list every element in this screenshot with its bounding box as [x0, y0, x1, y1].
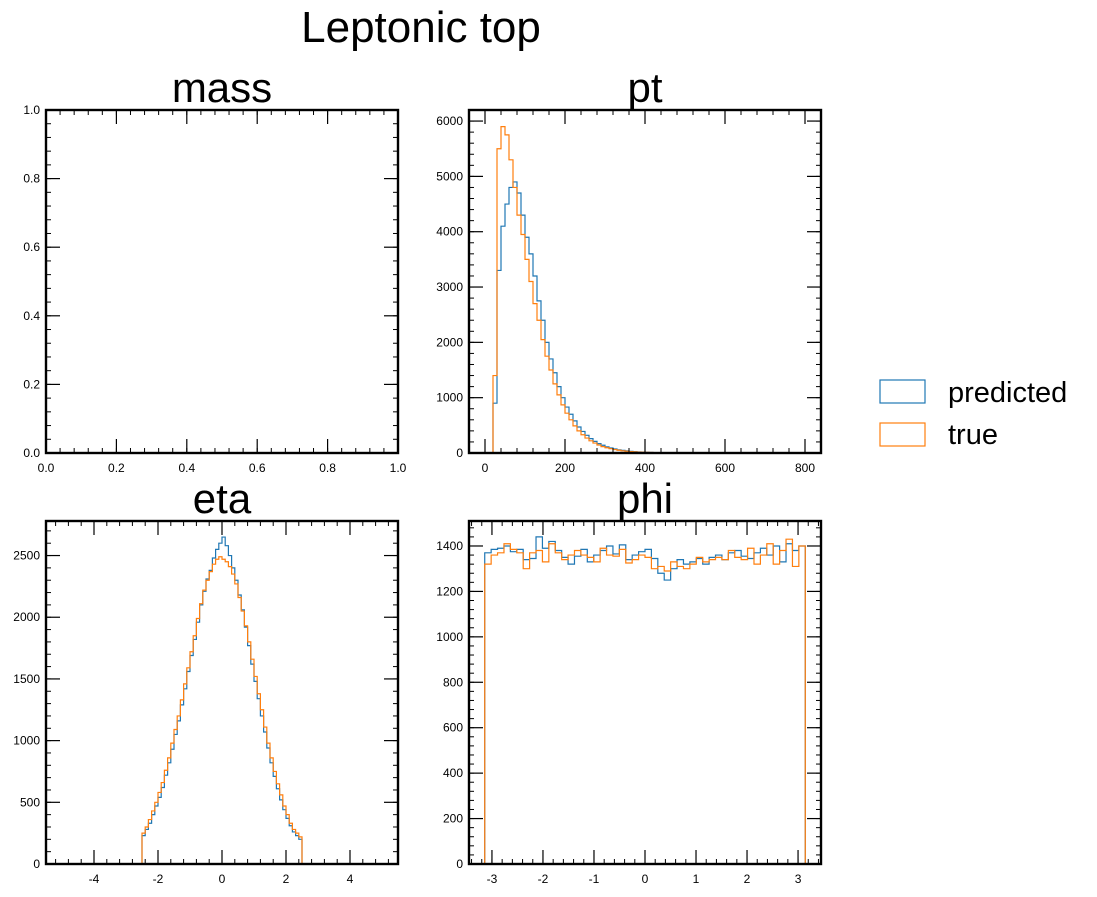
y-tick-label: 2000 — [13, 610, 40, 624]
y-tick-label: 1000 — [13, 734, 40, 748]
y-tick-label: 800 — [443, 675, 463, 689]
x-tick-label: 1 — [693, 872, 700, 886]
y-tick-label: 3000 — [436, 280, 463, 294]
y-tick-label: 600 — [443, 721, 463, 735]
x-tick-label: 0.6 — [249, 461, 266, 475]
y-tick-label: 2000 — [436, 335, 463, 349]
y-tick-label: 0.6 — [23, 240, 40, 254]
panel-axes: 0.0 0.2 0.4 0.6 0.8 1.0 0.0 0.2 0.4 0.6 0.8 1.0 — [23, 103, 406, 475]
x-tick-label: 0.0 — [38, 461, 55, 475]
x-tick-label: 0 — [642, 872, 649, 886]
legend-swatch-true — [879, 422, 926, 447]
y-tick-label: 6000 — [436, 114, 463, 128]
y-tick-label: 200 — [443, 812, 463, 826]
panel-axes: -4 -2 0 2 4 0 500 1000 1500 2000 2500 — [13, 519, 400, 886]
x-tick-label: 200 — [555, 461, 575, 475]
axes-frame — [44, 108, 400, 455]
histogram-series-predicted — [141, 536, 303, 864]
y-tick-label: 1000 — [436, 630, 463, 644]
axes-frame — [44, 519, 400, 866]
histogram-series-true — [484, 538, 806, 864]
x-tick-label: 2 — [744, 872, 751, 886]
x-tick-label: -2 — [153, 872, 164, 886]
y-tick-label: 1000 — [436, 391, 463, 405]
y-tick-label: 0.0 — [23, 446, 40, 460]
legend-label-predicted: predicted — [948, 377, 1067, 409]
axes-frame — [467, 519, 823, 866]
y-tick-label: 0.4 — [23, 309, 40, 323]
x-tick-label: -2 — [538, 872, 549, 886]
x-tick-label: 0 — [219, 872, 226, 886]
panel-phi: phi -3 -2 -1 0 1 2 3 0 200 400 600 800 1000 1200 1400 — [436, 475, 823, 886]
histogram-series-true — [141, 556, 303, 864]
panel-axes: -3 -2 -1 0 1 2 3 0 200 400 600 800 1000 1200 1400 — [436, 519, 823, 886]
panel-pt: pt 0 200 400 600 800 0 1000 2000 3000 4000 5000 600… — [436, 64, 823, 475]
x-tick-label: 0 — [482, 461, 489, 475]
x-tick-label: 2 — [283, 872, 290, 886]
y-tick-label: 2500 — [13, 549, 40, 563]
x-tick-label: 0.8 — [319, 461, 336, 475]
y-tick-label: 5000 — [436, 169, 463, 183]
x-tick-label: -4 — [89, 872, 100, 886]
panel-title: mass — [172, 64, 272, 111]
y-tick-label: 1500 — [13, 672, 40, 686]
panel-axes: 0 200 400 600 800 0 1000 2000 3000 4000 5000 6000 — [436, 108, 823, 475]
y-tick-label: 500 — [20, 795, 40, 809]
figure-title: Leptonic top — [301, 3, 541, 52]
panel-title: pt — [627, 64, 662, 111]
x-tick-label: 0.2 — [108, 461, 125, 475]
panel-eta: eta -4 -2 0 2 4 0 500 1000 1500 2000 2500 — [13, 475, 400, 886]
y-tick-label: 1400 — [436, 539, 463, 553]
y-tick-label: 1200 — [436, 584, 463, 598]
legend: predicted true — [879, 377, 1067, 451]
x-tick-label: 3 — [795, 872, 802, 886]
legend-swatch-predicted — [879, 379, 926, 404]
x-tick-label: 600 — [715, 461, 735, 475]
y-tick-label: 400 — [443, 766, 463, 780]
x-tick-label: 1.0 — [390, 461, 407, 475]
legend-label-true: true — [948, 419, 998, 451]
y-tick-label: 0.8 — [23, 172, 40, 186]
x-tick-label: -1 — [589, 872, 600, 886]
x-tick-label: 400 — [635, 461, 655, 475]
x-tick-label: 800 — [795, 461, 815, 475]
y-tick-label: 0 — [456, 446, 463, 460]
axes-frame — [467, 108, 823, 455]
x-tick-label: 4 — [347, 872, 354, 886]
y-tick-label: 0 — [456, 857, 463, 871]
y-tick-label: 4000 — [436, 225, 463, 239]
panel-title: eta — [193, 475, 252, 522]
y-tick-label: 0 — [33, 857, 40, 871]
y-tick-label: 1.0 — [23, 103, 40, 117]
histogram-series-predicted — [492, 181, 694, 454]
x-tick-label: -3 — [487, 872, 498, 886]
panel-title: phi — [617, 475, 673, 522]
histogram-series-predicted — [484, 536, 806, 864]
x-tick-label: 0.4 — [178, 461, 195, 475]
panel-mass: mass 0.0 0.2 0.4 0.6 0.8 1.0 0.0 0.2 0.4 0.6 0.8 1.… — [23, 64, 406, 475]
histogram-series-true — [492, 126, 694, 454]
y-tick-label: 0.2 — [23, 377, 40, 391]
